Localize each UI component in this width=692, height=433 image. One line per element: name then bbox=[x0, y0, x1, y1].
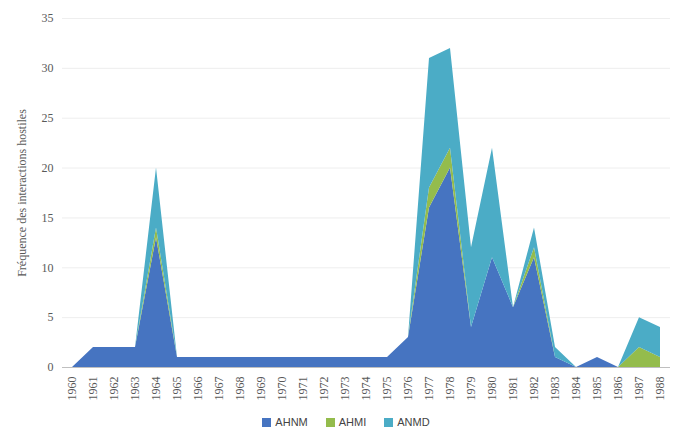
svg-text:1969: 1969 bbox=[254, 377, 268, 401]
svg-text:5: 5 bbox=[48, 310, 54, 324]
svg-text:1962: 1962 bbox=[107, 377, 121, 401]
svg-text:1981: 1981 bbox=[506, 377, 520, 401]
svg-text:1972: 1972 bbox=[317, 377, 331, 401]
svg-text:1965: 1965 bbox=[170, 377, 184, 401]
svg-text:1985: 1985 bbox=[590, 377, 604, 401]
svg-text:15: 15 bbox=[42, 211, 54, 225]
svg-text:1979: 1979 bbox=[464, 377, 478, 401]
svg-text:1964: 1964 bbox=[149, 377, 163, 401]
html-text:ANMD: ANMD bbox=[397, 416, 430, 428]
svg-text:0: 0 bbox=[48, 360, 54, 374]
svg-text:1982: 1982 bbox=[527, 377, 541, 401]
html-text:AHMI: AHMI bbox=[338, 416, 367, 428]
svg-text:1973: 1973 bbox=[338, 377, 352, 401]
svg-text:25: 25 bbox=[42, 111, 54, 125]
svg-text:1988: 1988 bbox=[653, 377, 667, 401]
svg-text:1967: 1967 bbox=[212, 377, 226, 401]
svg-text:1968: 1968 bbox=[233, 377, 247, 401]
svg-text:1961: 1961 bbox=[86, 377, 100, 401]
svg-text:1983: 1983 bbox=[548, 377, 562, 401]
svg-text:1960: 1960 bbox=[65, 377, 79, 401]
svg-text:1963: 1963 bbox=[128, 377, 142, 401]
svg-text:Fréquence des interactions hos: Fréquence des interactions hostiles bbox=[15, 109, 29, 277]
svg-text:1970: 1970 bbox=[275, 377, 289, 401]
html-text:AHNM: AHNM bbox=[275, 416, 308, 428]
svg-text:1978: 1978 bbox=[443, 377, 457, 401]
svg-text:1974: 1974 bbox=[359, 377, 373, 401]
svg-text:1987: 1987 bbox=[632, 377, 646, 401]
svg-text:1976: 1976 bbox=[401, 377, 415, 401]
svg-text:1980: 1980 bbox=[485, 377, 499, 401]
svg-text:1971: 1971 bbox=[296, 377, 310, 401]
svg-text:1977: 1977 bbox=[422, 377, 436, 401]
svg-text:30: 30 bbox=[42, 61, 54, 75]
svg-text:1986: 1986 bbox=[611, 377, 625, 401]
svg-text:1966: 1966 bbox=[191, 377, 205, 401]
svg-text:1975: 1975 bbox=[380, 377, 394, 401]
svg-text:20: 20 bbox=[42, 161, 54, 175]
svg-text:35: 35 bbox=[42, 11, 54, 25]
svg-text:10: 10 bbox=[42, 261, 54, 275]
svg-text:1984: 1984 bbox=[569, 377, 583, 401]
